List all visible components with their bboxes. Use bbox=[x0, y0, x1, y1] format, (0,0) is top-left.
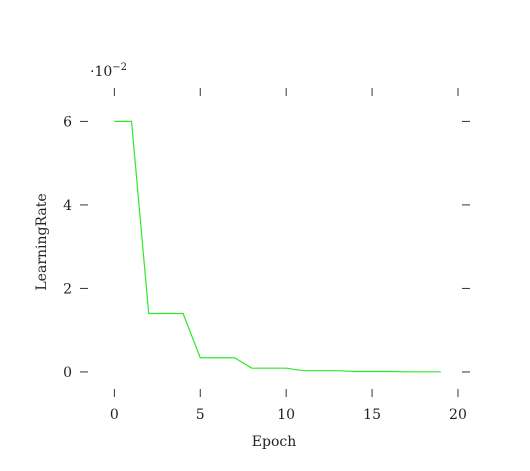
x-tick-label: 15 bbox=[363, 407, 381, 423]
series-line bbox=[114, 120, 441, 373]
y-axis-left-ticks: 0 2 4 6 bbox=[63, 114, 88, 381]
y-axis-multiplier-base: ·10 bbox=[90, 64, 112, 80]
x-tick-label: 20 bbox=[449, 407, 467, 423]
x-axis-title: Epoch bbox=[252, 434, 296, 450]
y-axis-title: LearningRate bbox=[34, 193, 50, 290]
x-tick-label: 10 bbox=[277, 407, 295, 423]
y-axis-multiplier: ·10−2 bbox=[90, 62, 127, 80]
y-tick-label: 2 bbox=[63, 281, 72, 297]
y-axis-multiplier-exponent: −2 bbox=[112, 62, 127, 73]
series-layer bbox=[114, 120, 441, 373]
y-tick-label: 6 bbox=[63, 114, 72, 130]
x-axis-bottom-ticks: 0 5 10 15 20 bbox=[110, 389, 467, 423]
y-tick-label: 4 bbox=[63, 198, 72, 214]
x-tick-label: 0 bbox=[110, 407, 119, 423]
y-axis-right-ticks bbox=[462, 120, 470, 373]
x-tick-label: 5 bbox=[196, 407, 205, 423]
y-tick-label: 0 bbox=[63, 365, 72, 381]
x-axis-top-ticks bbox=[113, 88, 459, 96]
